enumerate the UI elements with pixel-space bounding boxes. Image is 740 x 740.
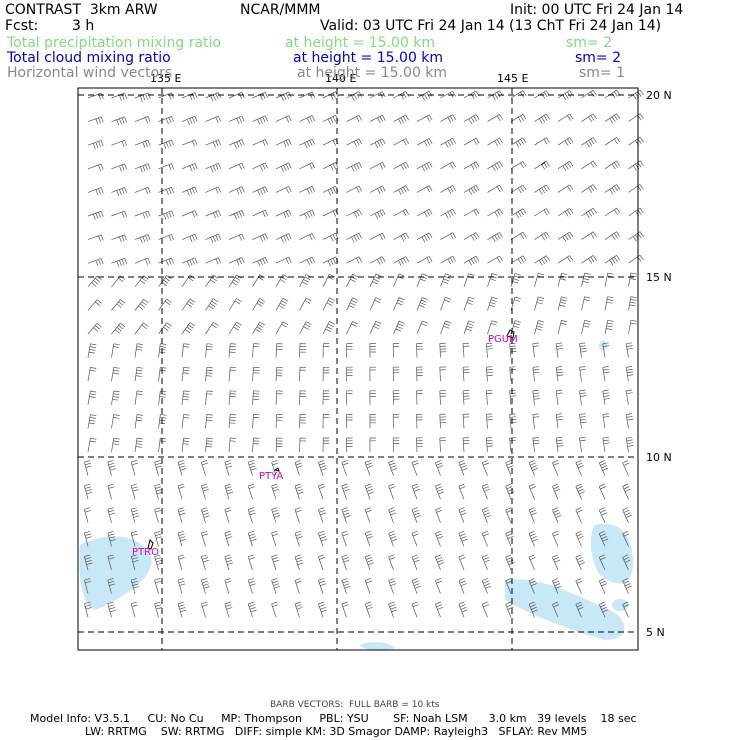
field-wind-name: Horizontal wind vectors — [7, 65, 173, 81]
model-info-line1: Model Info: V3.5.1 CU: No Cu MP: Thompso… — [30, 712, 637, 725]
island-north — [540, 161, 546, 166]
barb-note: BARB VECTORS: FULL BARB = 10 kts — [270, 700, 440, 710]
station-pgum: PGUM — [488, 334, 518, 345]
lat-label-5: 5 N — [646, 626, 665, 639]
lon-label-145: 145 E — [497, 72, 528, 85]
islands — [147, 161, 546, 550]
wind-barb-field — [84, 89, 644, 618]
lon-label-135: 135 E — [150, 72, 181, 85]
cloud-patch-small-2 — [612, 599, 628, 611]
lon-label-140: 140 E — [325, 72, 356, 85]
cloud-patch-east — [590, 523, 634, 584]
fcst-value: 3 h — [72, 18, 95, 34]
field-wind-height: at height = 15.00 km — [297, 65, 448, 81]
field-precip-height: at height = 15.00 km — [285, 35, 436, 51]
cloud-patch-se — [505, 579, 625, 640]
model-info-line2: LW: RRTMG SW: RRTMG DIFF: simple KM: 3D … — [85, 725, 588, 738]
island-yap — [273, 467, 280, 472]
valid-time: Valid: 03 UTC Fri 24 Jan 14 (13 ChT Fri … — [320, 18, 662, 34]
field-precip-name: Total precipitation mixing ratio — [7, 35, 221, 51]
init-time: Init: 00 UTC Fri 24 Jan 14 — [510, 2, 684, 18]
lat-label-15: 15 N — [646, 271, 672, 284]
island-guam — [506, 329, 515, 339]
fcst-label: Fcst: — [5, 18, 39, 34]
field-cloud-name: Total cloud mixing ratio — [7, 50, 171, 66]
lat-lon-grid — [78, 88, 638, 650]
wind-barbs — [84, 89, 644, 618]
island-palau — [147, 539, 154, 550]
lat-label-20: 20 N — [646, 89, 672, 102]
field-wind-sm: sm= 1 — [579, 65, 626, 81]
station-ptro: PTRO — [132, 547, 159, 558]
field-cloud-sm: sm= 2 — [575, 50, 622, 66]
cloud-patch-bottom — [360, 642, 395, 651]
station-ptya: PTYA — [259, 471, 283, 482]
org-title: NCAR/MMM — [240, 2, 321, 18]
field-precip-sm: sm= 2 — [566, 35, 613, 51]
model-title: CONTRAST 3km ARW — [5, 2, 158, 18]
cloud-patch-sw — [79, 536, 152, 610]
lat-label-10: 10 N — [646, 451, 672, 464]
cloud-patches — [79, 341, 634, 651]
map-frame — [77, 87, 639, 651]
field-cloud-height: at height = 15.00 km — [293, 50, 444, 66]
